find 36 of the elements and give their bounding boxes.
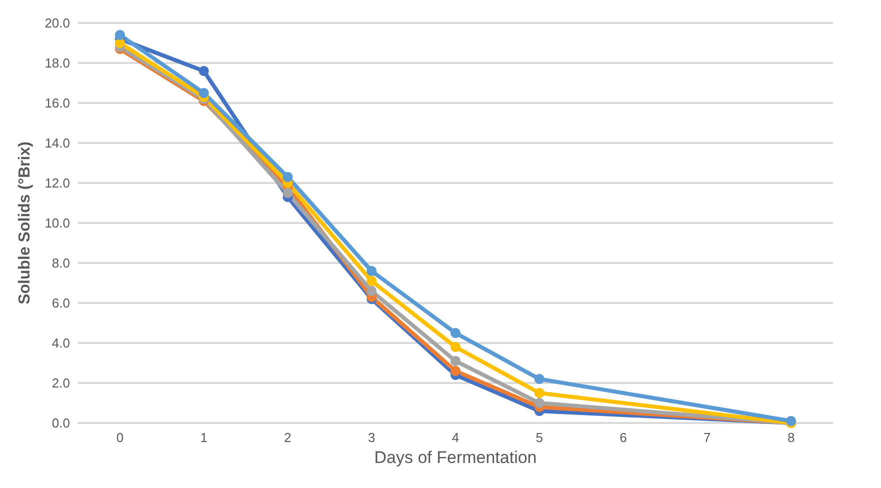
x-tick-label: 4 — [452, 430, 460, 445]
point — [534, 388, 544, 398]
y-tick-label: 10.0 — [44, 216, 70, 230]
x-tick-label: 5 — [536, 430, 544, 445]
y-tick-label: 6.0 — [52, 296, 70, 310]
x-tick-label: 6 — [620, 430, 627, 445]
y-tick-label: 16.0 — [44, 96, 70, 110]
point — [450, 366, 460, 376]
point — [450, 356, 460, 366]
y-tick-label: 14.0 — [44, 136, 70, 150]
point — [282, 188, 293, 198]
y-tick-label: 8.0 — [52, 256, 70, 270]
point — [366, 286, 377, 296]
x-tick-label: 2 — [284, 430, 292, 445]
point — [198, 88, 209, 98]
y-tick-label: 4.0 — [52, 336, 70, 350]
x-tick-label: 7 — [704, 430, 711, 445]
x-tick-label: 0 — [116, 430, 124, 445]
point — [282, 172, 293, 182]
y-tick-label: 12.0 — [44, 176, 70, 190]
point — [534, 398, 544, 408]
point — [366, 266, 377, 276]
y-tick-label: 2.0 — [52, 376, 70, 390]
point — [450, 342, 460, 352]
y-tick-label: 18.0 — [44, 56, 70, 70]
y-axis-title: Soluble Solids (°Brix) — [16, 142, 34, 304]
y-tick-label: 20.0 — [44, 16, 70, 30]
x-tick-label: 8 — [787, 430, 795, 445]
x-tick-label: 3 — [368, 430, 376, 445]
x-tick-label: 1 — [200, 430, 208, 445]
point — [450, 328, 460, 338]
point — [534, 374, 544, 384]
point — [198, 66, 209, 76]
x-axis-title: Days of Fermentation — [374, 448, 537, 467]
y-tick-label: 0.0 — [52, 416, 70, 430]
point — [366, 276, 377, 286]
